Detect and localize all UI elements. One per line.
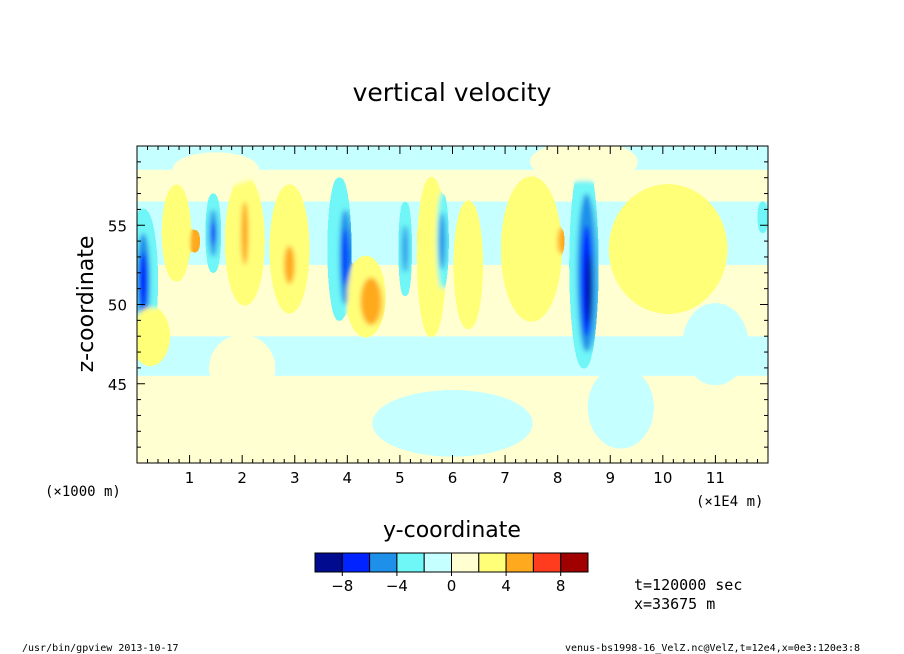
x-scale-note: (×1E4 m) <box>696 494 763 510</box>
x-axis-label: y-coordinate <box>383 518 521 543</box>
x-tick-label: 6 <box>448 469 458 487</box>
chart-title: vertical velocity <box>353 78 552 107</box>
colorbar-swatch <box>478 552 507 573</box>
colorbar-swatch <box>369 552 398 573</box>
contour-cell <box>589 367 653 448</box>
colorbar: −8 −4 0 4 8 <box>314 552 589 595</box>
colorbar-tick-label: 0 <box>447 577 457 595</box>
contour-cell <box>373 391 532 456</box>
x-tick-label: 7 <box>500 469 510 487</box>
x-axis: 1 2 3 4 5 6 7 8 9 10 11 <box>136 146 769 487</box>
contour-features <box>137 146 767 456</box>
plot-area <box>137 146 768 463</box>
x-tick-label: 10 <box>653 469 672 487</box>
x-tick-label: 3 <box>290 469 300 487</box>
x-unit-note: (×1000 m) <box>45 484 121 500</box>
contour-cell <box>284 245 295 284</box>
colorbar-swatch <box>451 552 480 573</box>
contour-cell <box>502 177 561 321</box>
contour-cell <box>211 222 216 245</box>
colorbar-swatch <box>423 552 453 573</box>
contour-cell <box>586 253 592 324</box>
colorbar-swatch <box>560 552 589 573</box>
x-tick-label: 5 <box>395 469 405 487</box>
colorbar-swatch <box>341 552 371 573</box>
x-tick-label: 1 <box>185 469 195 487</box>
x-tick-label: 11 <box>706 469 725 487</box>
colorbar-tick-label: 8 <box>556 577 566 595</box>
contour-cell <box>210 336 274 400</box>
contour-cell <box>173 153 258 186</box>
colorbar-swatch <box>532 552 562 573</box>
colorbar-tick-label: 4 <box>501 577 511 595</box>
contour-cell <box>438 212 446 270</box>
contour-cell <box>360 277 382 326</box>
contour-cell <box>139 252 147 310</box>
contour-cell <box>610 185 726 313</box>
y-tick-label: 55 <box>108 217 127 235</box>
colorbar-tick-label: −4 <box>386 577 408 595</box>
x-tick-label: 2 <box>237 469 247 487</box>
contour-cell <box>241 201 249 265</box>
colorbar-tick-label: −8 <box>331 577 353 595</box>
time-annotation: t=120000 sec <box>634 576 742 594</box>
footer-right: venus-bs1998-16_VelZ.nc@VelZ,t=12e4,x=0e… <box>565 643 860 654</box>
contour-cell <box>557 228 563 254</box>
contour-cell <box>683 304 747 384</box>
contour-cell <box>137 307 169 365</box>
contour-cell <box>455 201 482 329</box>
contour-cell <box>163 185 190 281</box>
contour-cell <box>342 228 348 286</box>
footer-left: /usr/bin/gpview 2013-10-17 <box>22 643 179 654</box>
x-tick-label: 4 <box>343 469 353 487</box>
contour-cell <box>531 146 637 181</box>
contour-cell <box>402 225 408 273</box>
contour-cell <box>191 230 199 253</box>
position-annotation: x=33675 m <box>634 595 715 613</box>
x-tick-label: 8 <box>553 469 563 487</box>
colorbar-swatch <box>505 552 534 573</box>
colorbar-swatch <box>396 552 425 573</box>
colorbar-swatch <box>314 552 343 573</box>
y-axis-label: z-coordinate <box>74 236 99 373</box>
y-tick-label: 45 <box>108 376 127 394</box>
y-axis: 45 50 55 <box>108 145 768 464</box>
x-tick-label: 9 <box>605 469 615 487</box>
y-tick-label: 50 <box>108 297 127 315</box>
contour-cell <box>759 201 767 234</box>
